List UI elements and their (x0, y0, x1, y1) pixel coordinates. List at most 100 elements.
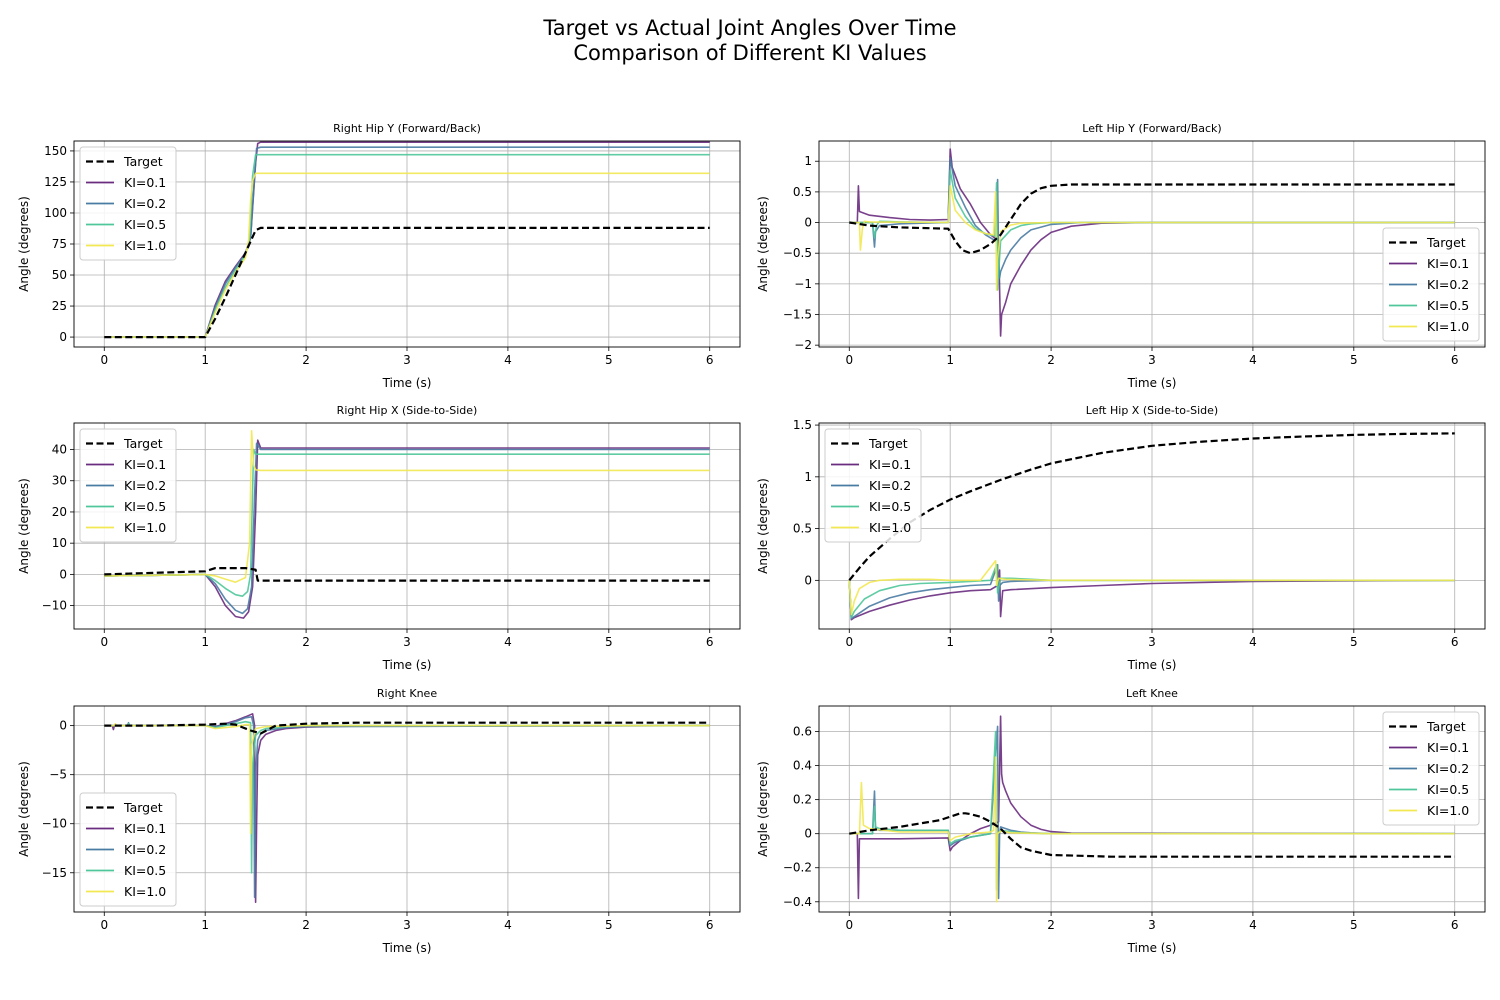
x-tick-label: 2 (302, 353, 310, 367)
plot-frame (73, 140, 741, 348)
x-tick-label: 0 (100, 918, 108, 932)
x-tick-label: 6 (1451, 918, 1459, 932)
figure-title-line1: Target vs Actual Joint Angles Over Time (543, 16, 957, 40)
y-tick-label: 25 (52, 299, 67, 313)
series-line-ki-1-0 (849, 756, 1455, 903)
y-axis-label: Angle (degrees) (17, 196, 31, 292)
legend: Target KI=0.1 KI=0.2 KI=0.5 KI=1.0 (824, 428, 922, 543)
x-tick-label: 5 (605, 635, 613, 649)
legend-label: KI=0.5 (1427, 782, 1469, 797)
x-tick-label: 6 (706, 918, 714, 932)
legend-label: KI=0.2 (124, 196, 166, 211)
legend-box (1382, 227, 1480, 342)
x-tick-label: 1 (946, 635, 954, 649)
series-line-target (104, 226, 710, 339)
x-tick-label: 3 (403, 353, 411, 367)
x-axis-label: Time (s) (382, 376, 432, 390)
y-tick-label: 0 (804, 827, 812, 841)
x-tick-label: 3 (1148, 353, 1156, 367)
y-tick-label: −10 (42, 599, 67, 613)
series-line-target (849, 183, 1455, 255)
y-tick-label: −0.2 (783, 861, 812, 875)
legend-label: KI=0.5 (124, 217, 166, 232)
subplot-title: Left Hip X (Side-to-Side) (1086, 404, 1218, 417)
y-axis-label: Angle (degrees) (17, 478, 31, 574)
y-tick-label: 0.4 (793, 759, 812, 773)
x-axis-label: Time (s) (1127, 376, 1177, 390)
x-axis-label: Time (s) (382, 658, 432, 672)
legend-label: KI=0.2 (124, 478, 166, 493)
x-tick-label: 1 (201, 635, 209, 649)
legend-label: KI=0.1 (124, 457, 166, 472)
x-tick-label: 1 (201, 353, 209, 367)
subplot-3: Right Hip X (Side-to-Side) 0 1 2 3 4 5 6 −10 0 10 2… (17, 404, 741, 672)
x-axis-label: Time (s) (382, 941, 432, 955)
legend-label: Target (1426, 235, 1466, 250)
legend: Target KI=0.1 KI=0.2 KI=0.5 KI=1.0 (79, 428, 177, 543)
x-tick-label: 2 (302, 918, 310, 932)
y-axis-label: Angle (degrees) (17, 761, 31, 857)
x-tick-label: 0 (100, 635, 108, 649)
legend-box (824, 428, 922, 543)
y-axis-label: Angle (degrees) (756, 761, 770, 857)
plot-frame (818, 140, 1486, 348)
plot-frame (73, 422, 741, 630)
x-tick-label: 0 (845, 353, 853, 367)
x-tick-label: 0 (845, 635, 853, 649)
y-tick-label: 0 (804, 216, 812, 230)
y-tick-label: 0 (59, 719, 67, 733)
y-tick-label: −1.5 (783, 308, 812, 322)
x-tick-label: 4 (1249, 353, 1257, 367)
plot-frame (818, 422, 1486, 630)
legend-label: Target (1426, 719, 1466, 734)
y-tick-label: −15 (42, 866, 67, 880)
x-axis-label: Time (s) (1127, 941, 1177, 955)
series-line-ki-0-2 (849, 157, 1455, 279)
x-tick-label: 4 (504, 353, 512, 367)
subplot-6: Left Knee 0 1 2 3 4 5 6 −0.4 −0.2 0 0.2 0.4 0.6 Time (… (756, 687, 1486, 955)
y-tick-label: 20 (52, 505, 67, 519)
x-tick-label: 6 (706, 353, 714, 367)
subplot-title: Right Knee (377, 687, 437, 700)
x-tick-label: 4 (504, 635, 512, 649)
y-tick-label: −2 (794, 338, 812, 352)
series-line-ki-0-5 (849, 730, 1455, 891)
legend-box (79, 792, 177, 907)
legend: Target KI=0.1 KI=0.2 KI=0.5 KI=1.0 (79, 792, 177, 907)
y-tick-label: 1.5 (793, 418, 812, 432)
legend-label: Target (123, 800, 163, 815)
series-line-ki-1-0 (104, 172, 710, 338)
series-line-ki-0-1 (848, 569, 1455, 621)
x-tick-label: 5 (605, 353, 613, 367)
x-tick-label: 1 (201, 918, 209, 932)
series-line-ki-1-0 (104, 429, 710, 584)
y-tick-label: 0 (59, 567, 67, 581)
legend-label: KI=0.5 (124, 863, 166, 878)
series-group (104, 141, 710, 339)
x-tick-label: 6 (706, 635, 714, 649)
x-tick-label: 4 (1249, 635, 1257, 649)
y-tick-label: 0.2 (793, 793, 812, 807)
series-group (849, 715, 1455, 903)
x-tick-label: 5 (1350, 635, 1358, 649)
legend-label: KI=1.0 (1427, 803, 1469, 818)
x-tick-label: 0 (100, 353, 108, 367)
x-tick-label: 1 (946, 353, 954, 367)
legend-label: KI=1.0 (1427, 319, 1469, 334)
subplot-2: Left Hip Y (Forward/Back) 0 1 2 3 4 5 6 −2 −1.5 −1… (756, 122, 1486, 390)
subplot-title: Left Knee (1126, 687, 1178, 700)
x-tick-label: 2 (302, 635, 310, 649)
x-tick-label: 2 (1047, 918, 1055, 932)
x-tick-label: 5 (1350, 353, 1358, 367)
legend-label: KI=0.5 (869, 499, 911, 514)
subplot-5: Right Knee 0 1 2 3 4 5 6 −15 −10 −5 0 Time (s) Angle … (17, 687, 741, 955)
x-axis-label: Time (s) (1127, 658, 1177, 672)
legend-box (1382, 711, 1480, 826)
legend-label: KI=0.1 (124, 821, 166, 836)
legend-label: KI=0.2 (1427, 761, 1469, 776)
y-tick-label: 0 (804, 573, 812, 587)
legend-label: KI=0.1 (1427, 740, 1469, 755)
y-axis-label: Angle (degrees) (756, 196, 770, 292)
legend-label: KI=1.0 (869, 520, 911, 535)
